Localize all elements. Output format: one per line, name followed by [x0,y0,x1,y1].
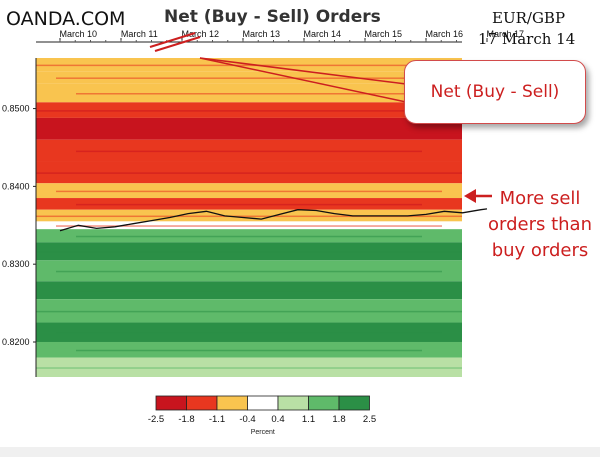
heat-streak [36,64,462,67]
colorbar-tick-label: 1.1 [302,414,315,425]
plot-area [36,58,488,377]
chart-title: Net (Buy - Sell) Orders [164,7,381,27]
footer-strip [0,447,600,457]
colorbar-swatch [186,395,218,411]
heat-streak [76,93,422,95]
colorbar-tick-label: -1.8 [178,414,194,425]
currency-pair: EUR/GBP [492,9,566,27]
colorbar-swatch [247,395,279,411]
brand-logo: OANDA.COM [6,8,126,30]
heat-streak [56,190,442,193]
colorbar-swatch [338,395,370,411]
colorbar-swatch [216,395,248,411]
colorbar-label: Percent [251,429,275,436]
colorbar-tick-label: -1.1 [209,414,225,425]
x-tick-label: March 17 [487,29,525,39]
colorbar-tick-label: 2.5 [363,414,376,425]
pointer-line [199,57,407,85]
pointer-mark [149,32,196,48]
heat-streak [56,225,442,227]
heat-streak [56,332,442,334]
chart-date: 17 March 14 [478,30,576,48]
x-axis: March 10 March 11 March 12 March 13 March 14… [36,29,525,43]
y-tick-label: 0.8300 [2,259,30,269]
heat-streak [76,150,422,153]
x-tick-label: March 16 [426,29,464,39]
callout-text: Net (Buy - Sell) [430,82,560,102]
heat-streak [56,128,442,131]
colorbar-tick-label: 1.8 [332,414,345,425]
heat-streak [76,203,422,206]
colorbar-swatch [308,395,340,411]
heat-streak [36,251,462,253]
pointer-mark [154,36,201,52]
colorbar-tick-label: -0.4 [239,414,255,425]
annotation-arrow [464,189,492,203]
heat-streak [36,310,462,313]
heat-streak [36,215,462,218]
y-axis: 0.8500 0.8400 0.8300 0.8200 [2,58,37,377]
price-line [59,208,488,232]
heat-streak [36,110,462,112]
colorbar-swatch [277,395,309,411]
heat-streak [76,290,422,292]
annotation-line: buy orders [491,240,589,261]
x-tick-label: March 11 [121,29,158,39]
annotation-line: More sell [499,188,581,209]
colorbar-tick-label: 0.4 [271,414,284,425]
heat-streak [36,367,462,369]
callout-pointer [149,32,407,103]
annotation-line: orders than [487,214,592,235]
y-tick-label: 0.8400 [2,181,30,191]
heat-streak [56,77,442,79]
colorbar-legend: -2.5 -1.8 -1.1 -0.4 0.4 1.1 1.8 2.5 Percent [148,395,376,436]
arrow-head [464,189,476,203]
x-tick-label: March 13 [243,29,281,39]
y-tick-label: 0.8500 [2,104,30,114]
colorbar-tick-label: -2.5 [148,414,164,425]
x-tick-label: March 10 [60,29,98,39]
x-tick-label: March 12 [182,29,220,39]
callout-box: Net (Buy - Sell) [404,60,586,124]
heat-streak [36,172,462,174]
pointer-line [199,57,407,103]
heat-streak [56,270,442,273]
heat-streak [76,235,422,238]
y-tick-label: 0.8200 [2,337,30,347]
colorbar-swatch [155,395,187,411]
x-tick-label: March 15 [365,29,403,39]
x-tick-label: March 14 [304,29,342,39]
heat-streak [76,349,422,352]
annotation-text: More sell orders than buy orders [480,186,600,264]
